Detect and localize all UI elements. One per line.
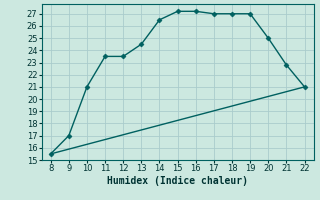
X-axis label: Humidex (Indice chaleur): Humidex (Indice chaleur) [107, 176, 248, 186]
